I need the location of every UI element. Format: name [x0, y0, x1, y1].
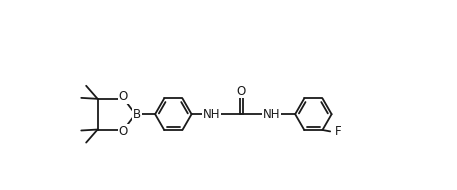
Text: O: O	[237, 85, 246, 98]
Text: NH: NH	[262, 108, 280, 121]
Text: F: F	[335, 125, 341, 138]
Text: NH: NH	[203, 108, 220, 121]
Text: O: O	[119, 90, 128, 103]
Text: O: O	[119, 125, 128, 138]
Text: B: B	[133, 108, 141, 121]
